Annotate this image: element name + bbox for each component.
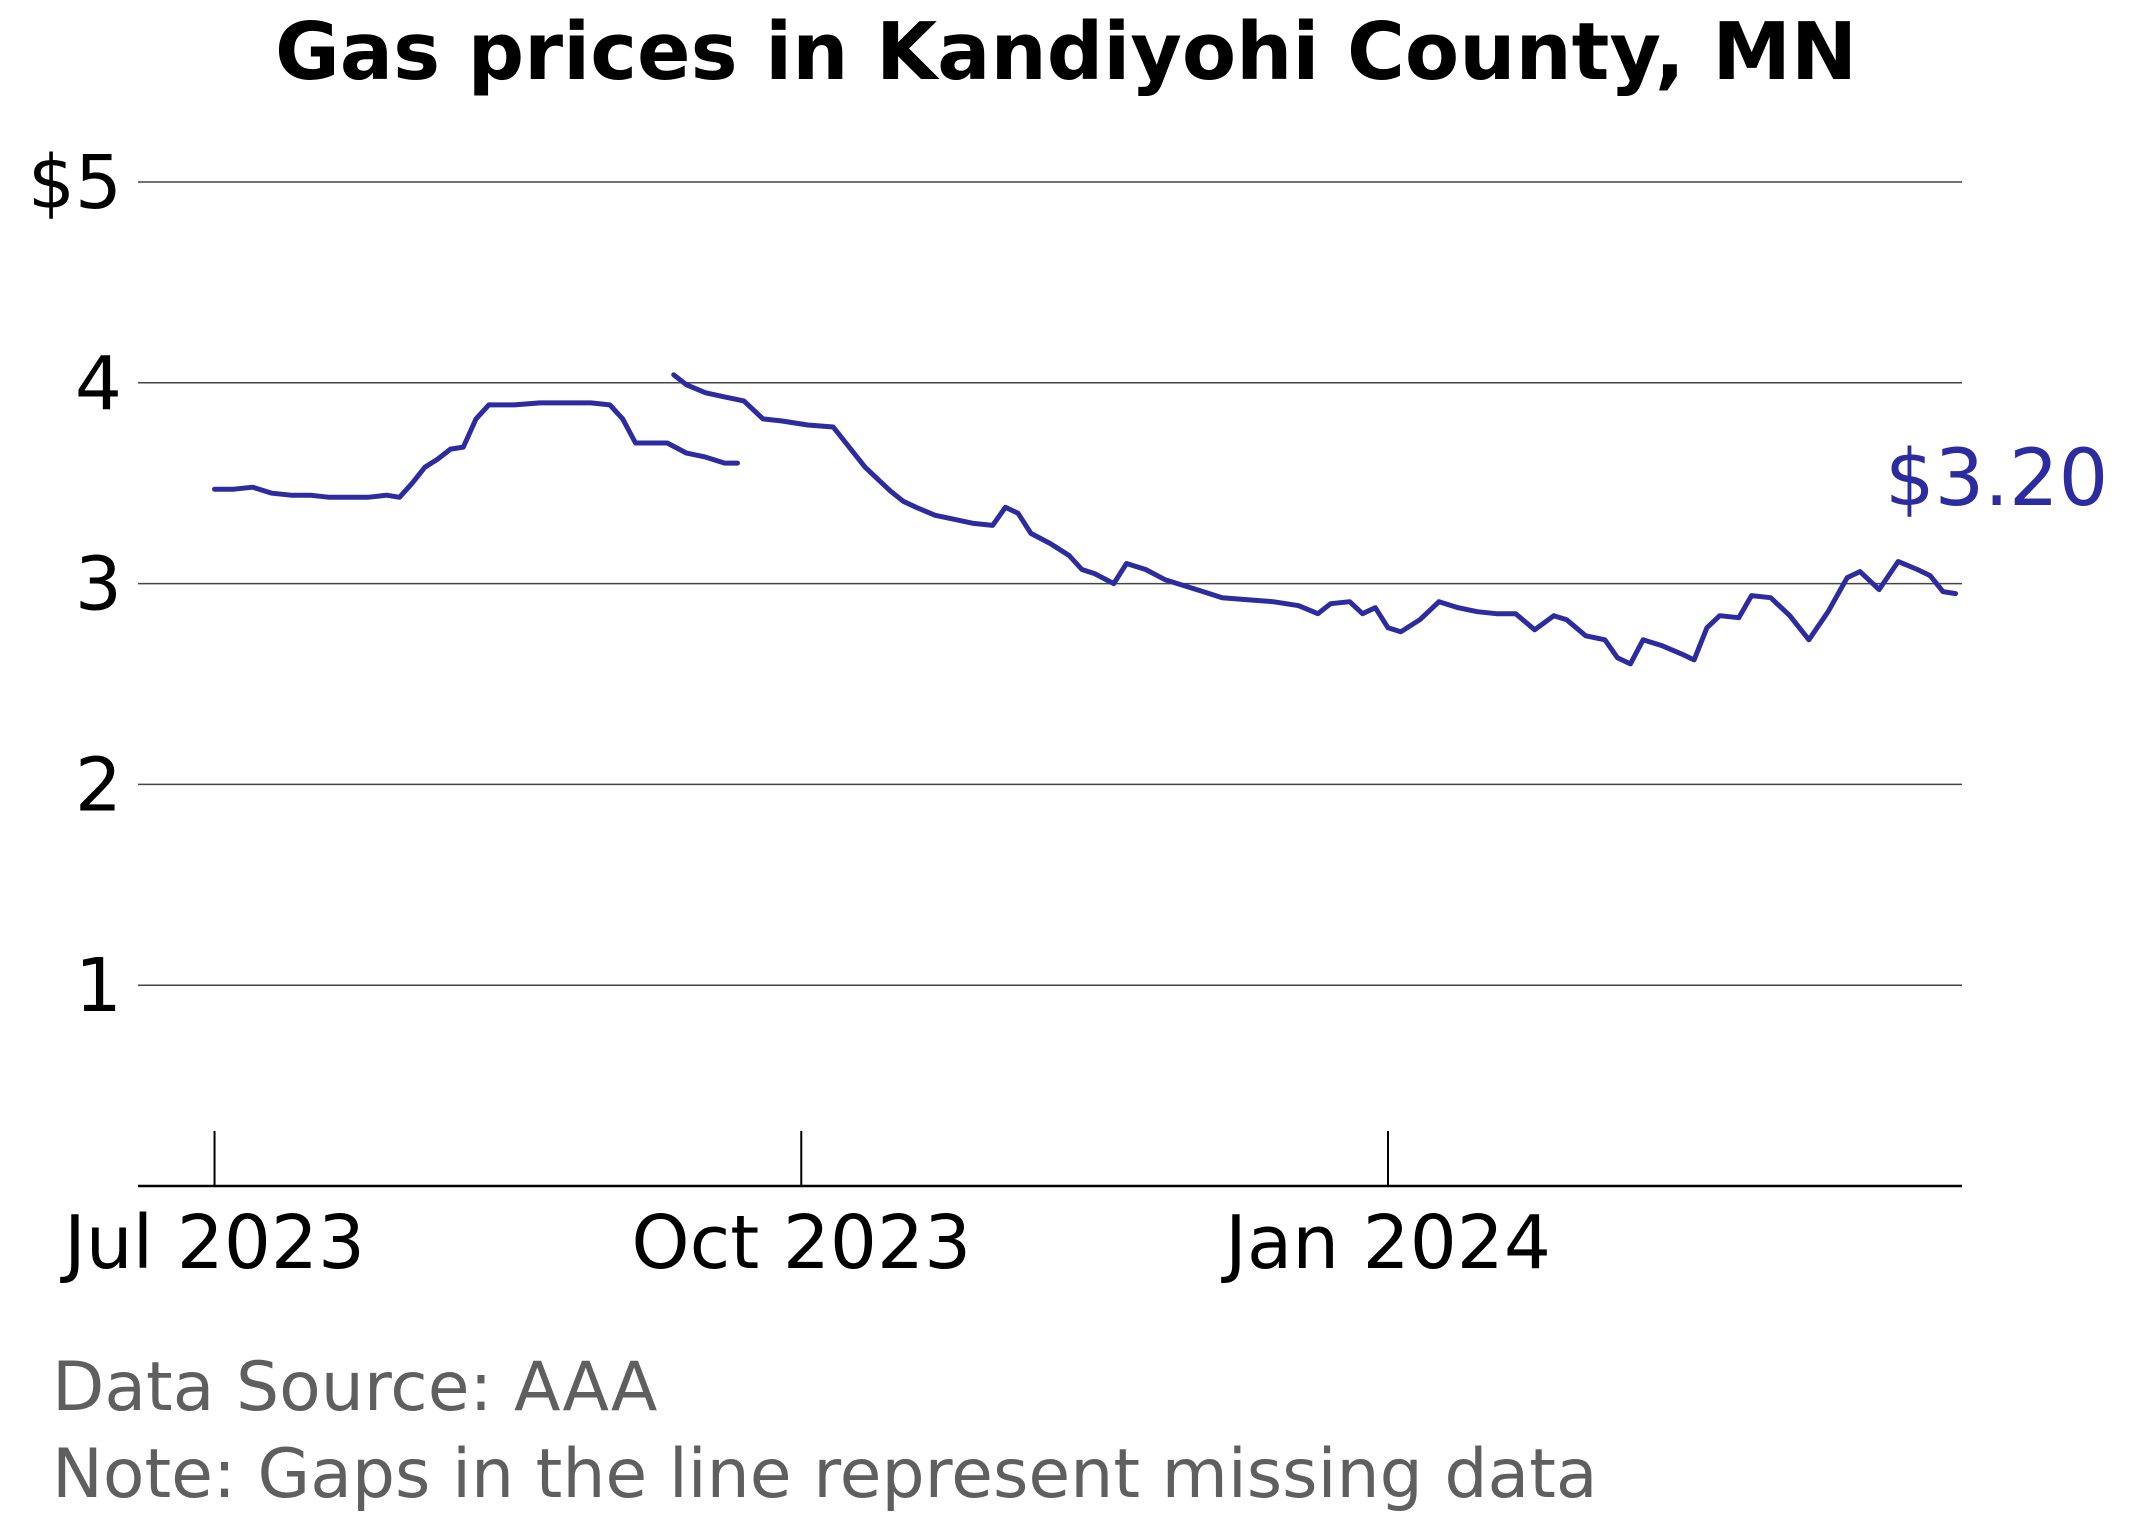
- line-chart: 1 2 3 4 $5 Jul 2023 Oct 2023 Jan 2024 $3.20: [28, 140, 2108, 1286]
- y-tick-label-3: 3: [75, 542, 122, 628]
- chart-title: Gas prices in Kandiyohi County, MN: [274, 6, 1858, 98]
- x-tick-label-0: Jul 2023: [60, 1200, 365, 1286]
- y-tick-label-4: 4: [75, 341, 122, 427]
- y-tick-label-2: 2: [75, 742, 122, 828]
- x-tick-label-1: Oct 2023: [631, 1200, 971, 1286]
- x-axis: [138, 1131, 1962, 1188]
- x-axis-tick-labels: Jul 2023 Oct 2023 Jan 2024: [60, 1200, 1551, 1286]
- price-line-segment-2: [671, 372, 1959, 667]
- price-series: [212, 372, 1959, 667]
- y-tick-label-1: 1: [75, 943, 122, 1029]
- y-axis-tick-labels: 1 2 3 4 $5: [28, 140, 122, 1029]
- price-line-segment-1: [212, 400, 740, 500]
- missing-data-note: Note: Gaps in the line represent missing…: [52, 1435, 1598, 1514]
- x-tick-label-2: Jan 2024: [1221, 1200, 1551, 1286]
- latest-price-label: $3.20: [1885, 434, 2108, 524]
- gridlines: [138, 181, 1962, 986]
- y-tick-label-5: $5: [28, 140, 122, 226]
- data-source-note: Data Source: AAA: [52, 1348, 658, 1427]
